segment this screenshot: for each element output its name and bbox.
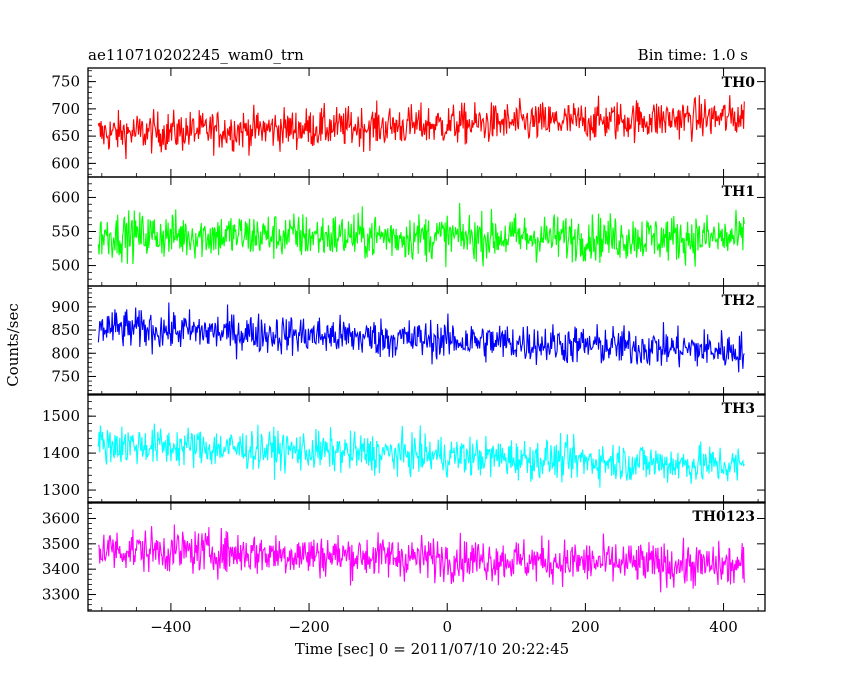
series-line-th3 — [97, 423, 745, 488]
x-tick-label: 0 — [442, 618, 452, 636]
y-tick-label: 650 — [51, 127, 80, 145]
panel-frame — [87, 393, 766, 504]
y-tick-label: 1300 — [42, 481, 80, 499]
y-tick-label: 750 — [51, 367, 80, 385]
x-tick-label: −400 — [150, 618, 191, 636]
y-tick-label: 3500 — [42, 535, 80, 553]
series-name: TH0 — [722, 75, 756, 91]
chart-title: ae110710202245_wam0_trn — [88, 46, 304, 64]
panel-th0123: 3300 3400 3500 3600 TH0123 — [42, 501, 766, 612]
y-tick-label: 600 — [51, 154, 80, 172]
series-name: TH2 — [722, 293, 755, 309]
series-line-th0123 — [97, 524, 745, 593]
x-tick-label: 400 — [709, 618, 738, 636]
y-tick-label: 3600 — [42, 509, 80, 527]
y-tick-label: 3400 — [42, 560, 80, 578]
series-line-th1 — [97, 202, 745, 268]
series-name: TH3 — [722, 401, 755, 417]
panel-th0: 600 650 700 750 TH0 — [51, 67, 766, 178]
series-line-th2 — [97, 302, 745, 373]
bin-time-label: Bin time: 1.0 s — [638, 46, 748, 64]
panel-th1: 500 550 600 TH1 — [51, 176, 766, 287]
y-tick-label: 850 — [51, 321, 80, 339]
y-tick-label: 550 — [51, 223, 80, 241]
x-tick-label: 200 — [571, 618, 600, 636]
y-tick-label: 800 — [51, 344, 80, 362]
y-axis-label: Counts/sec — [4, 303, 22, 387]
panel-th2: 750 800 850 900 TH2 — [51, 285, 766, 396]
series-name: TH1 — [722, 184, 755, 200]
series-name: TH0123 — [692, 509, 755, 525]
panels-group: 600 650 700 750 TH0 500 550 600 TH1 750 800 850 900 T… — [42, 67, 766, 612]
y-tick-label: 700 — [51, 100, 80, 118]
y-tick-label: 3300 — [42, 586, 80, 604]
y-tick-label: 750 — [51, 73, 80, 91]
panel-frame — [87, 285, 766, 396]
y-tick-label: 1400 — [42, 444, 80, 462]
series-line-th0 — [97, 95, 745, 160]
x-axis-ticks: −400 −200 0 200 400 — [150, 618, 738, 636]
y-tick-label: 1500 — [42, 407, 80, 425]
x-axis-label: Time [sec] 0 = 2011/07/10 20:22:45 — [295, 640, 569, 658]
y-tick-label: 900 — [51, 298, 80, 316]
panel-th3: 1300 1400 1500 TH3 — [42, 393, 766, 504]
panel-frame — [87, 501, 766, 612]
x-tick-label: −200 — [288, 618, 329, 636]
y-tick-label: 600 — [51, 188, 80, 206]
y-tick-label: 500 — [51, 257, 80, 275]
